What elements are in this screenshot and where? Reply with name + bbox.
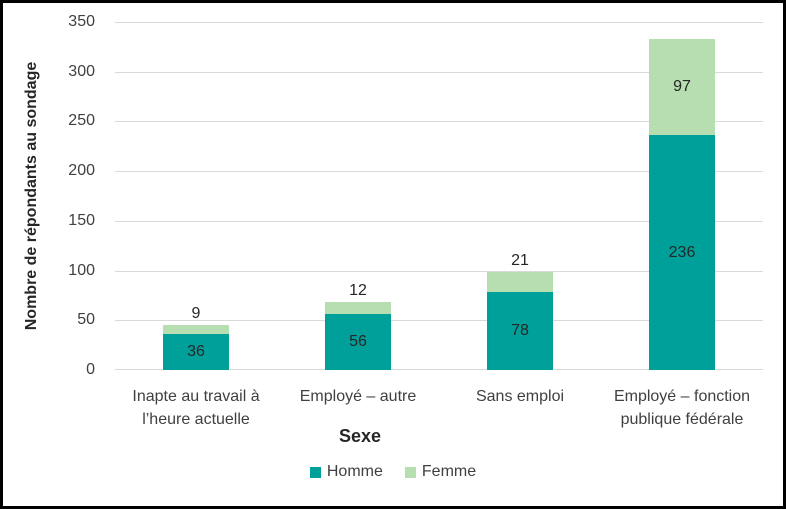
bar-segment-femme [649,38,715,136]
bar-segment-homme [649,135,715,370]
legend-item-femme: Femme [404,463,477,481]
value-label-femme: 9 [191,305,201,323]
value-label-femme: 97 [673,78,691,96]
gridline [115,22,763,23]
bar-segment-femme [487,271,553,293]
value-label-femme: 12 [349,282,367,300]
gridline [115,171,763,172]
y-tick-label: 300 [68,62,95,80]
category-label: Employé – autre [277,385,439,408]
value-label-homme: 78 [511,322,529,340]
value-label-femme: 21 [511,251,529,269]
value-label-homme: 36 [187,343,205,361]
legend-label: Homme [326,463,383,480]
category-label-line: l’heure actuelle [142,411,250,428]
gridline [115,271,763,272]
gridline [115,72,763,73]
category-label: Sans emploi [439,385,601,408]
gridline [115,320,763,321]
bar-segment-homme [163,334,229,370]
category-label: Inapte au travail à l’heure actuelle [115,385,277,431]
y-tick-label: 100 [68,261,95,279]
gridline [115,221,763,222]
x-axis-title: Sexe [338,426,382,446]
y-tick-label: 50 [77,311,95,329]
chart-area: Nombre de répondants au sondage 36 9 56 12 7… [3,3,783,506]
gridline [115,121,763,122]
category-label-line: Sans emploi [475,388,565,405]
value-label-homme: 56 [349,333,367,351]
legend-item-homme: Homme [309,463,383,481]
gridline [115,369,763,370]
y-tick-label: 0 [86,361,95,378]
category-label-line: Inapte au travail à [132,388,260,405]
category-label-line: Employé – autre [299,388,417,405]
value-label-homme: 236 [668,243,696,261]
category-label-line: publique fédérale [620,411,744,428]
bar-segment-homme [487,292,553,370]
legend-swatch-homme [309,466,321,478]
category-label: Employé – fonction publique fédérale [601,385,763,431]
bar-segment-femme [163,325,229,335]
y-axis-title: Nombre de répondants au sondage [23,61,40,331]
y-tick-label: 150 [68,211,95,229]
y-tick-label: 250 [68,112,95,130]
legend-label: Femme [421,463,477,480]
category-label-line: Employé – fonction [613,388,751,405]
y-tick-label: 350 [68,13,95,30]
legend-swatch-femme [404,466,416,478]
plot-area: 36 9 56 12 78 21 236 97 [115,22,763,370]
bar-segment-homme [325,314,391,370]
legend: Homme Femme [3,463,783,481]
bar-segment-femme [325,302,391,315]
y-tick-label: 200 [68,162,95,180]
